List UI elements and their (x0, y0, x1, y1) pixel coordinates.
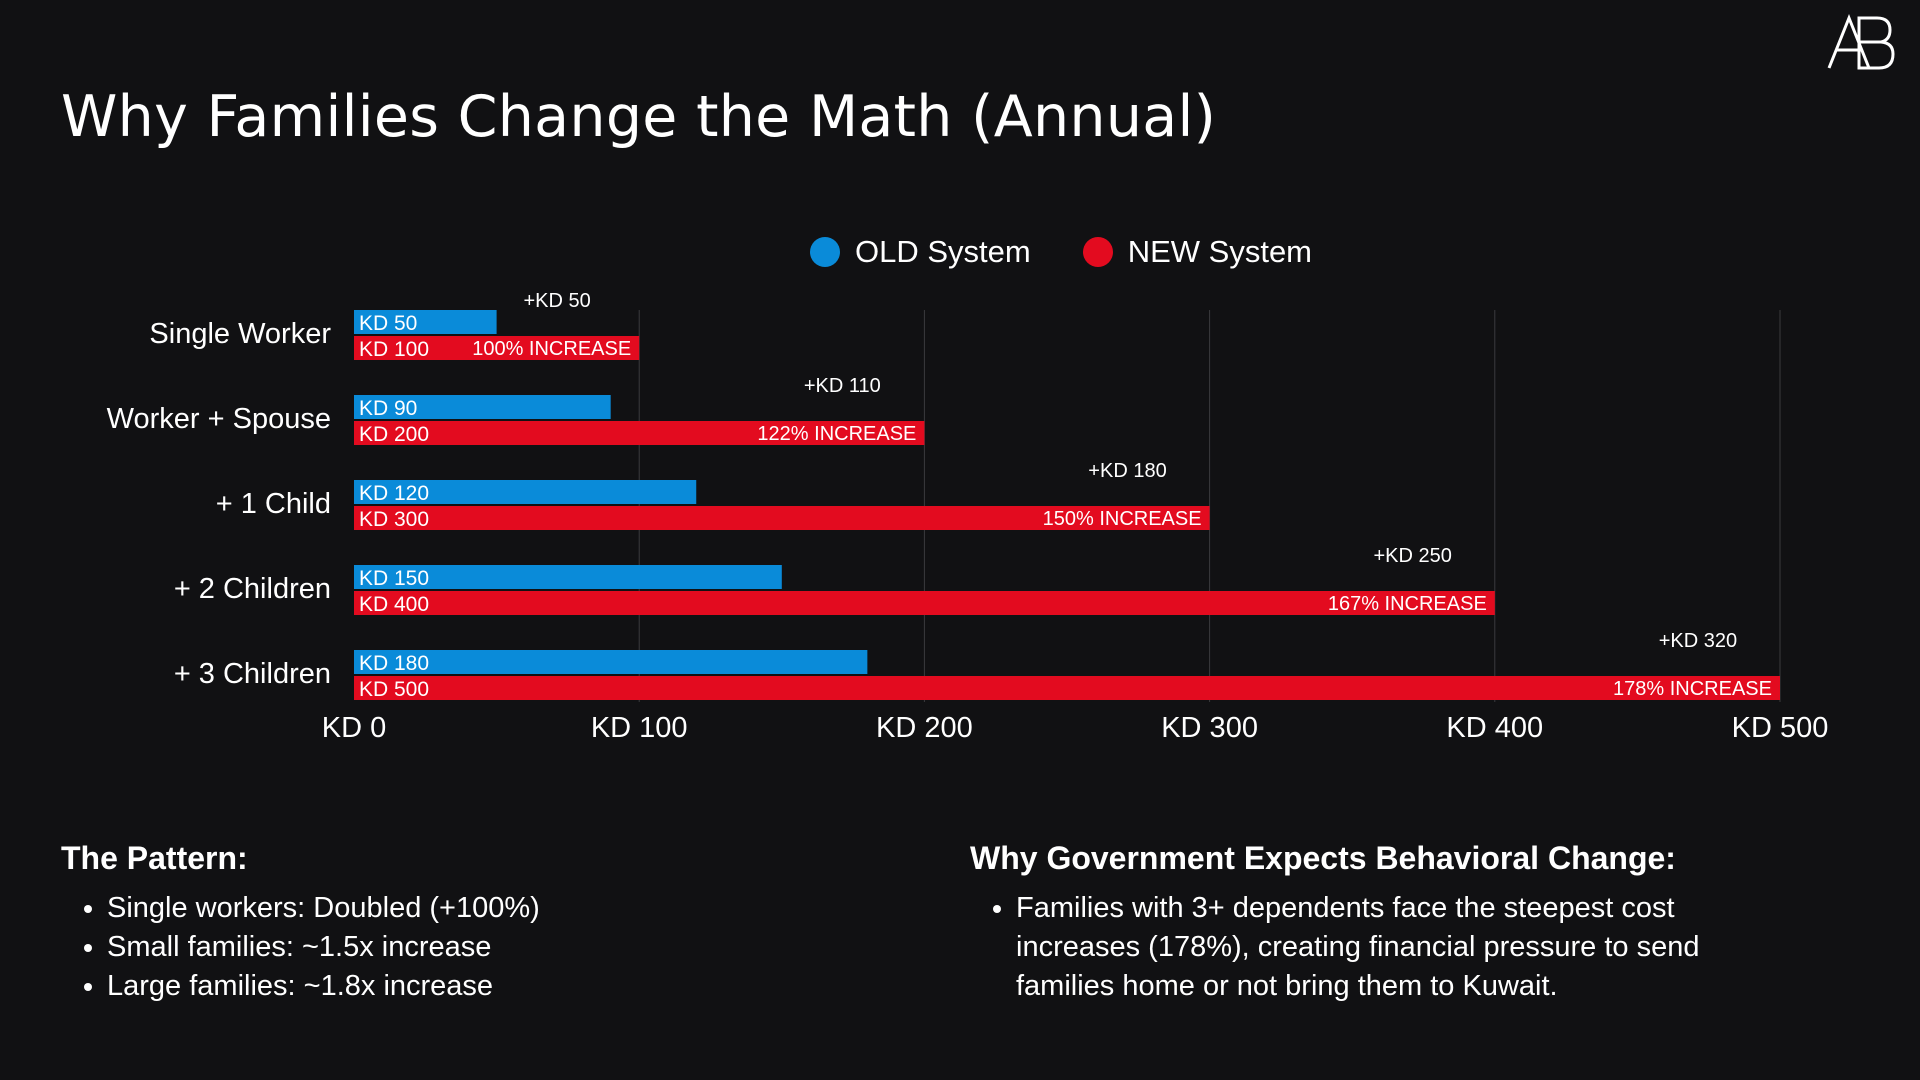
delta-label: +KD 180 (1088, 460, 1166, 482)
category-label: Worker + Spouse (107, 403, 331, 435)
x-tick-label: KD 0 (322, 712, 386, 744)
category-label: + 2 Children (174, 573, 331, 605)
why-heading: Why Government Expects Behavioral Change… (970, 840, 1676, 876)
legend-item-new: NEW System (1082, 234, 1313, 270)
delta-label: +KD 50 (523, 290, 590, 312)
x-tick-label: KD 300 (1161, 712, 1258, 744)
bar-new (354, 421, 925, 445)
category-label: Single Worker (149, 318, 331, 350)
increase-label: 122% INCREASE (757, 423, 916, 445)
bar-new-label: KD 100 (359, 338, 429, 361)
pattern-section: The Pattern: Single workers: Doubled (+1… (61, 840, 881, 1006)
why-list: Families with 3+ dependents face the ste… (970, 889, 1750, 1006)
why-item: Families with 3+ dependents face the ste… (1016, 889, 1750, 1006)
increase-label: 178% INCREASE (1613, 678, 1772, 700)
ab-logo-icon (1827, 13, 1895, 70)
bar-new (354, 506, 1210, 530)
category-label: + 3 Children (174, 658, 331, 690)
pattern-heading: The Pattern: (61, 840, 248, 876)
increase-label: 150% INCREASE (1043, 508, 1202, 530)
bar-new (354, 336, 640, 360)
bar-old-label: KD 120 (359, 482, 429, 505)
pattern-item: Small families: ~1.5x increase (107, 928, 881, 967)
x-tick-label: KD 100 (591, 712, 688, 744)
increase-label: 167% INCREASE (1328, 593, 1487, 615)
bar-old (354, 480, 697, 504)
bar-new (354, 591, 1495, 615)
bar-old-label: KD 50 (359, 312, 417, 335)
x-tick-label: KD 200 (876, 712, 973, 744)
increase-label: 100% INCREASE (472, 338, 631, 360)
bar-chart: KD 0 KD 100 KD 200 KD 300 KD 400 KD 500 Single… (107, 290, 1829, 744)
bar-old-label: KD 180 (359, 652, 429, 675)
bar-old (354, 310, 497, 334)
legend-dot-new (1082, 237, 1113, 267)
bar-old (354, 650, 868, 674)
bar-old-label: KD 90 (359, 397, 417, 420)
pattern-list: Single workers: Doubled (+100%) Small fa… (61, 889, 881, 1006)
bar-new-label: KD 400 (359, 593, 429, 616)
legend-label-old: OLD System (855, 234, 1031, 269)
legend-label-new: NEW System (1127, 234, 1313, 269)
delta-label: +KD 250 (1374, 545, 1452, 567)
chart-legend: OLD System NEW System (810, 234, 1364, 270)
bar-new-label: KD 500 (359, 678, 429, 701)
why-section: Why Government Expects Behavioral Change… (970, 840, 1750, 1006)
bar-old (354, 565, 782, 589)
page-title: Why Families Change the Math (Annual) (61, 84, 1217, 150)
bar-new (354, 676, 1780, 700)
bar-old (354, 395, 611, 419)
bar-old-label: KD 150 (359, 567, 429, 590)
delta-label: +KD 110 (804, 375, 881, 397)
bar-new-label: KD 200 (359, 423, 429, 446)
legend-dot-old (810, 237, 840, 267)
category-label: + 1 Child (216, 488, 331, 520)
delta-label: +KD 320 (1659, 630, 1737, 652)
pattern-item: Single workers: Doubled (+100%) (107, 889, 881, 928)
bar-new-label: KD 300 (359, 508, 429, 531)
x-tick-label: KD 500 (1732, 712, 1829, 744)
legend-item-old: OLD System (810, 234, 1031, 270)
x-tick-label: KD 400 (1446, 712, 1543, 744)
pattern-item: Large families: ~1.8x increase (107, 967, 881, 1006)
